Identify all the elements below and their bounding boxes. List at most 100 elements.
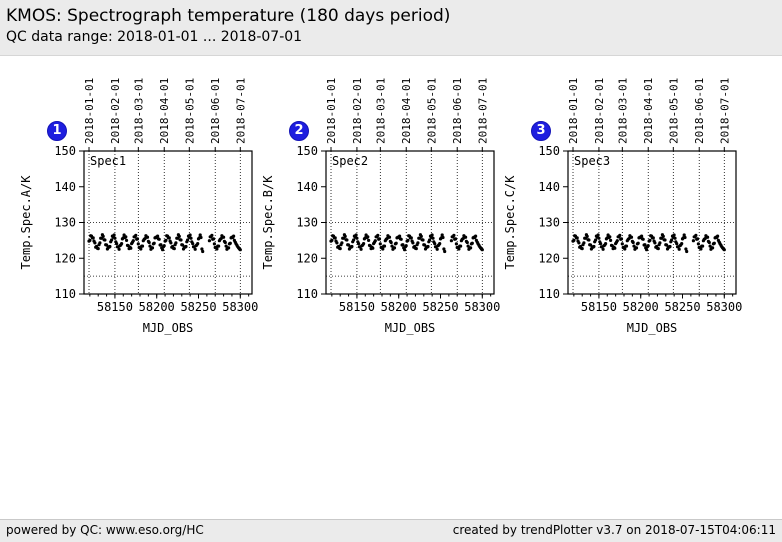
- data-point: [335, 241, 339, 245]
- date-label: 2018-05-01: [667, 78, 680, 144]
- data-point: [599, 242, 603, 246]
- data-point: [454, 237, 458, 241]
- data-point: [199, 235, 203, 240]
- top-date-labels: 2018-01-01 2018-02-01 2018-03-01 2018-04-01…: [567, 78, 731, 144]
- y-axis-title: Temp.Spec.B/K: [261, 175, 275, 270]
- x-axis-title: MJD_OBS: [385, 321, 436, 335]
- data-point: [91, 236, 95, 240]
- data-point: [651, 236, 655, 240]
- data-point: [452, 233, 456, 237]
- plot-number-badge-3: 3: [531, 121, 551, 141]
- plots-row: 1 110 120 130 140 150 58150 58200 58250 58300 201…: [0, 56, 782, 519]
- date-label: 2018-02-01: [109, 78, 122, 144]
- data-point: [355, 236, 359, 240]
- data-point: [212, 242, 216, 246]
- grid-lines: [568, 151, 736, 294]
- data-point: [431, 236, 435, 240]
- data-point: [438, 242, 442, 246]
- data-point: [435, 247, 439, 251]
- data-point: [117, 247, 121, 251]
- data-point: [357, 242, 361, 246]
- date-label: 2018-06-01: [451, 78, 464, 144]
- data-point: [645, 248, 649, 252]
- data-point: [668, 244, 672, 249]
- data-point: [604, 242, 608, 246]
- axis-tick-labels: 110 120 130 140 150 58150 58200 58250 58300: [538, 144, 742, 314]
- data-point: [174, 241, 178, 245]
- data-point: [147, 240, 151, 245]
- data-points: [87, 233, 242, 254]
- data-point: [177, 234, 181, 238]
- data-point: [430, 233, 434, 237]
- data-point: [401, 243, 405, 247]
- data-point: [167, 236, 171, 240]
- data-point: [228, 241, 232, 245]
- data-point: [404, 244, 408, 248]
- axis-ticks: [563, 147, 734, 299]
- data-point: [409, 236, 413, 240]
- data-point: [582, 241, 586, 245]
- data-point: [683, 235, 687, 240]
- data-point: [619, 237, 624, 241]
- spec2-temperature-chart[interactable]: 110 120 130 140 150 58150 58200 58250 58300 2018-…: [242, 56, 504, 396]
- data-point: [426, 244, 430, 249]
- data-point: [712, 241, 716, 245]
- y-tick-label: 150: [54, 144, 76, 158]
- date-label: 2018-03-01: [616, 78, 629, 144]
- data-point: [157, 237, 161, 241]
- data-point: [609, 238, 613, 242]
- data-point: [210, 233, 214, 237]
- data-point: [592, 244, 596, 249]
- data-point: [330, 238, 334, 242]
- y-tick-label: 130: [54, 216, 76, 230]
- data-point: [596, 233, 600, 237]
- data-point: [416, 241, 420, 245]
- data-point: [673, 236, 677, 240]
- data-point: [196, 242, 200, 246]
- data-point: [376, 233, 380, 237]
- data-point: [464, 235, 468, 239]
- data-point: [696, 237, 700, 241]
- data-point: [419, 234, 423, 238]
- plot-number-badge-2: 2: [289, 121, 309, 141]
- data-point: [201, 249, 205, 254]
- data-point: [352, 238, 356, 242]
- data-point: [399, 237, 403, 241]
- data-point: [350, 244, 354, 249]
- date-label: 2018-01-01: [325, 78, 338, 144]
- data-point: [597, 236, 601, 240]
- top-date-labels: 2018-01-01 2018-02-01 2018-03-01 2018-04-01…: [325, 78, 489, 144]
- y-axis-title: Temp.Spec.A/K: [19, 175, 33, 270]
- data-point: [646, 244, 650, 248]
- data-point: [135, 237, 140, 241]
- data-point: [217, 244, 221, 248]
- created-by-text: created by trendPlotter v3.7 on 2018-07-…: [452, 523, 776, 537]
- data-point: [594, 238, 598, 242]
- data-point: [685, 249, 689, 254]
- data-point: [629, 235, 634, 239]
- date-label: 2018-04-01: [400, 78, 413, 144]
- data-point: [707, 240, 711, 245]
- data-point: [643, 243, 647, 247]
- x-axis-title: MJD_OBS: [143, 321, 194, 335]
- data-point: [457, 247, 461, 251]
- data-point: [474, 234, 478, 238]
- data-point: [675, 242, 679, 246]
- spec1-temperature-chart[interactable]: 110 120 130 140 150 58150 58200 58250 58300 2018-…: [0, 56, 262, 396]
- data-point: [186, 238, 190, 242]
- data-point: [682, 233, 686, 237]
- data-point: [333, 236, 337, 240]
- data-point: [670, 238, 674, 242]
- data-point: [684, 247, 688, 251]
- report-footer: powered by QC: www.eso.org/HC created by…: [0, 519, 782, 542]
- y-tick-label: 140: [296, 180, 318, 194]
- data-point: [212, 237, 216, 241]
- data-point: [345, 238, 349, 242]
- data-points: [571, 233, 726, 254]
- panel-label: Spec1: [90, 154, 126, 168]
- data-point: [623, 247, 627, 251]
- date-label: 2018-06-01: [693, 78, 706, 144]
- spec3-temperature-chart[interactable]: 110 120 130 140 150 58150 58200 58250 58300 2018-…: [484, 56, 746, 396]
- data-point: [227, 246, 231, 250]
- data-point: [641, 237, 645, 241]
